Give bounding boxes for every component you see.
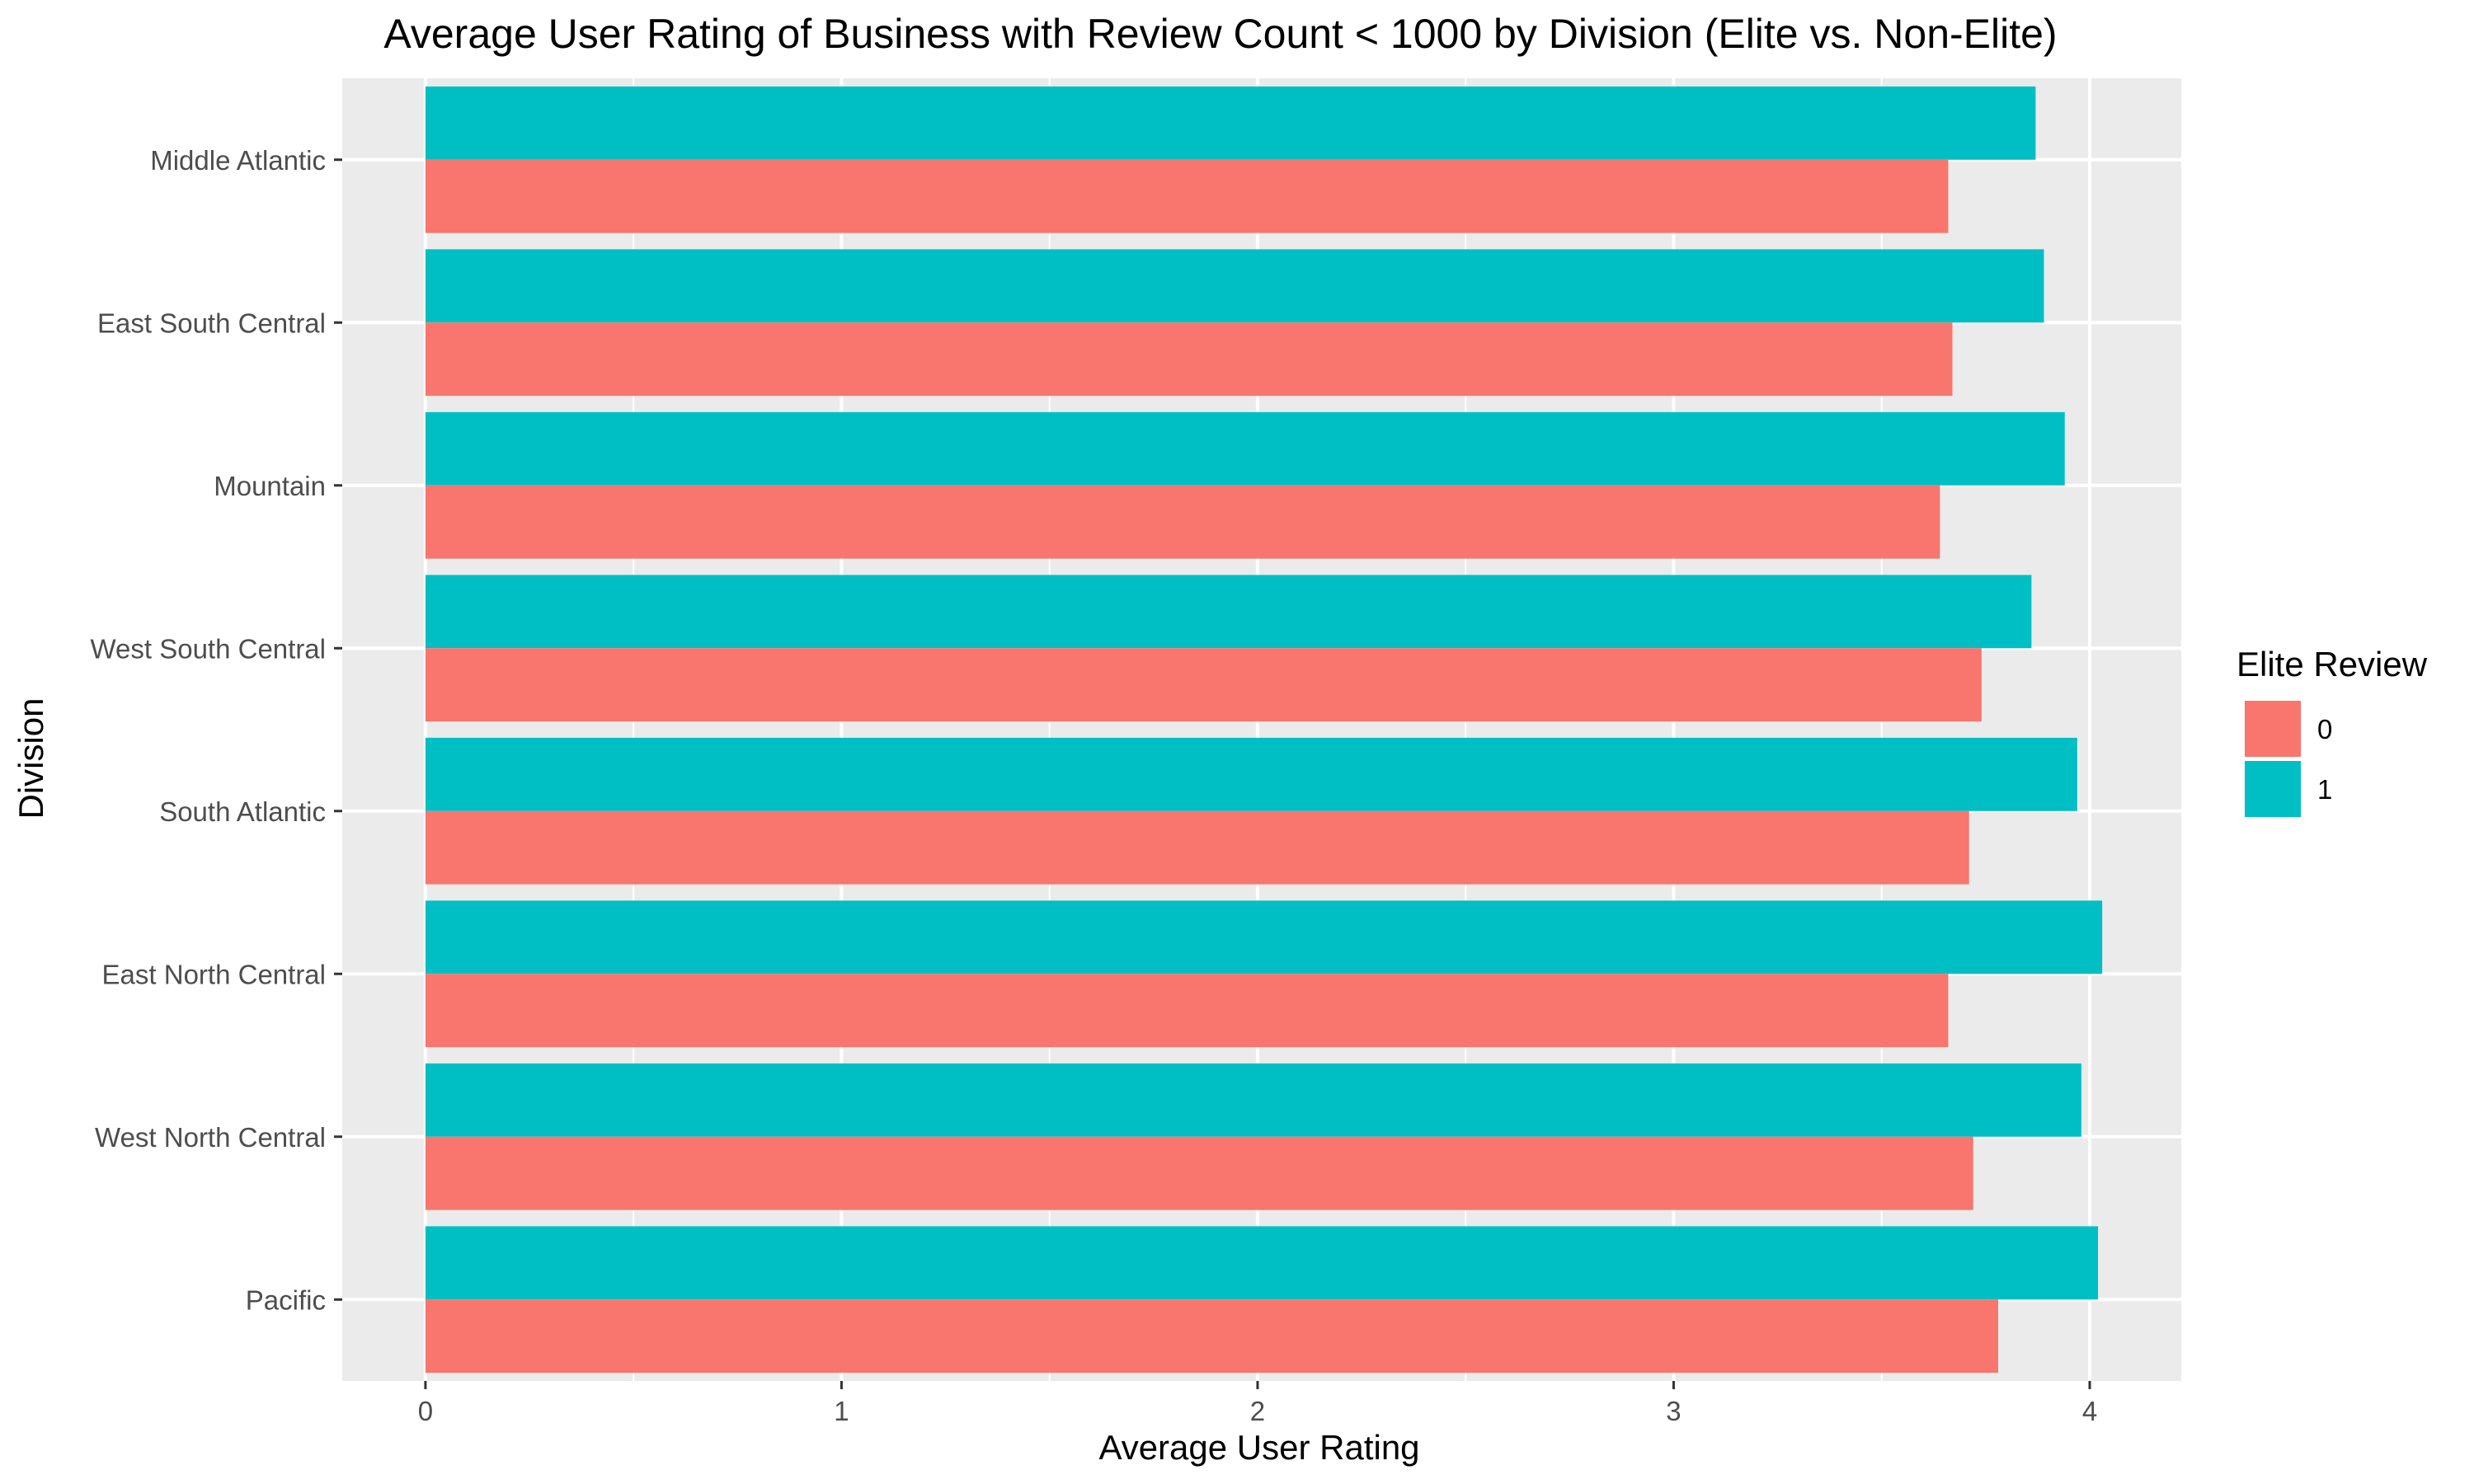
bar-elite-0 — [425, 1136, 1973, 1210]
y-tick-label: Pacific — [246, 1284, 326, 1315]
bar-elite-1 — [425, 411, 2065, 486]
y-tick-label: West South Central — [90, 633, 326, 664]
bars — [425, 86, 2103, 1374]
y-tick-label: Mountain — [214, 471, 326, 501]
bar-elite-0 — [425, 1299, 1999, 1374]
chart-title: Average User Rating of Business with Rev… — [383, 11, 2057, 57]
bar-elite-0 — [425, 159, 1949, 233]
bar-elite-0 — [425, 648, 1982, 722]
legend-key-0 — [2245, 701, 2301, 757]
legend-title: Elite Review — [2236, 645, 2428, 683]
x-tick-label: 0 — [418, 1396, 433, 1426]
bar-elite-0 — [425, 322, 1953, 397]
bar-elite-1 — [425, 737, 2077, 811]
y-axis-title: Division — [12, 697, 50, 819]
bar-elite-1 — [425, 575, 2032, 649]
y-tick-label: Middle Atlantic — [150, 145, 326, 176]
legend-label-1: 1 — [2317, 774, 2332, 805]
y-tick-label: East North Central — [102, 959, 326, 989]
bar-elite-1 — [425, 1226, 2099, 1300]
legend-key-1 — [2245, 761, 2301, 817]
x-axis: 0 1 2 3 4 — [418, 1381, 2097, 1426]
x-tick-label: 3 — [1666, 1396, 1681, 1426]
x-tick-label: 4 — [2082, 1396, 2097, 1426]
bar-elite-1 — [425, 249, 2044, 323]
bar-elite-0 — [425, 485, 1940, 559]
legend: Elite Review 0 1 — [2236, 645, 2428, 819]
bar-elite-1 — [425, 86, 2036, 160]
bar-elite-0 — [425, 810, 1969, 885]
y-axis: Middle Atlantic East South Central Mountai… — [90, 145, 342, 1315]
bar-elite-1 — [425, 900, 2103, 974]
x-tick-label: 2 — [1250, 1396, 1265, 1426]
y-tick-label: South Atlantic — [159, 796, 326, 827]
y-tick-label: East South Central — [97, 308, 326, 338]
bar-elite-0 — [425, 974, 1949, 1048]
legend-label-0: 0 — [2317, 714, 2332, 744]
y-tick-label: West North Central — [95, 1122, 326, 1153]
x-axis-title: Average User Rating — [1098, 1428, 1419, 1467]
bar-elite-1 — [425, 1063, 2081, 1137]
x-tick-label: 1 — [834, 1396, 849, 1426]
